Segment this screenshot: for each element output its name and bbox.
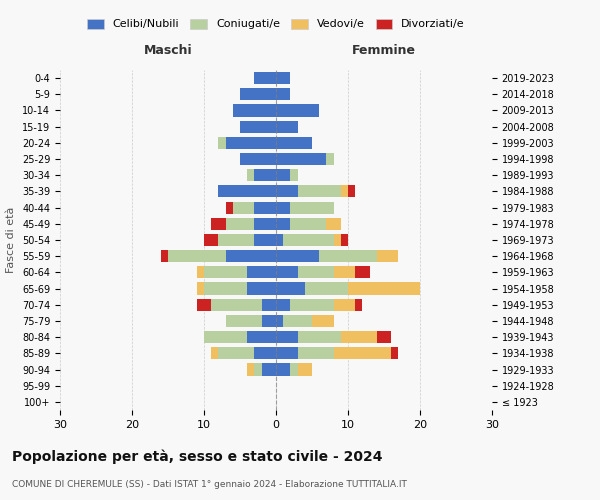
Bar: [298, 266, 334, 278]
Bar: [204, 282, 247, 294]
Bar: [204, 266, 247, 278]
Bar: [262, 298, 276, 311]
Text: Femmine: Femmine: [352, 44, 416, 57]
Bar: [197, 298, 211, 311]
Bar: [218, 137, 226, 149]
Bar: [276, 218, 290, 230]
Bar: [391, 348, 398, 360]
Bar: [197, 282, 204, 294]
Bar: [298, 331, 341, 343]
Bar: [226, 218, 254, 230]
Bar: [348, 282, 420, 294]
Bar: [204, 234, 218, 246]
Bar: [226, 137, 276, 149]
Bar: [305, 282, 348, 294]
Bar: [298, 186, 341, 198]
Bar: [233, 202, 254, 213]
Bar: [298, 348, 334, 360]
Bar: [290, 298, 334, 311]
Bar: [276, 282, 305, 294]
Text: Maschi: Maschi: [143, 44, 193, 57]
Bar: [254, 202, 276, 213]
Bar: [233, 104, 276, 117]
Bar: [276, 250, 319, 262]
Bar: [218, 348, 254, 360]
Bar: [290, 218, 326, 230]
Bar: [161, 250, 168, 262]
Bar: [218, 186, 276, 198]
Bar: [247, 282, 276, 294]
Bar: [276, 186, 298, 198]
Bar: [262, 315, 276, 327]
Bar: [312, 315, 334, 327]
Bar: [276, 364, 290, 376]
Bar: [168, 250, 226, 262]
Bar: [290, 364, 298, 376]
Bar: [254, 72, 276, 84]
Bar: [211, 348, 218, 360]
Bar: [341, 186, 348, 198]
Bar: [334, 234, 341, 246]
Bar: [254, 218, 276, 230]
Legend: Celibi/Nubili, Coniugati/e, Vedovi/e, Divorziati/e: Celibi/Nubili, Coniugati/e, Vedovi/e, Di…: [83, 14, 469, 34]
Bar: [276, 234, 283, 246]
Bar: [276, 266, 298, 278]
Bar: [341, 234, 348, 246]
Bar: [341, 331, 377, 343]
Bar: [240, 153, 276, 165]
Bar: [240, 88, 276, 101]
Bar: [276, 348, 298, 360]
Bar: [283, 234, 334, 246]
Bar: [276, 104, 319, 117]
Bar: [355, 266, 370, 278]
Text: COMUNE DI CHEREMULE (SS) - Dati ISTAT 1° gennaio 2024 - Elaborazione TUTTITALIA.: COMUNE DI CHEREMULE (SS) - Dati ISTAT 1°…: [12, 480, 407, 489]
Bar: [254, 169, 276, 181]
Bar: [247, 331, 276, 343]
Bar: [348, 186, 355, 198]
Bar: [247, 364, 254, 376]
Bar: [211, 218, 226, 230]
Bar: [218, 234, 254, 246]
Bar: [377, 250, 398, 262]
Bar: [276, 202, 290, 213]
Bar: [197, 266, 204, 278]
Bar: [226, 315, 262, 327]
Bar: [276, 315, 283, 327]
Bar: [298, 364, 312, 376]
Bar: [254, 234, 276, 246]
Bar: [326, 218, 341, 230]
Bar: [334, 348, 391, 360]
Bar: [254, 364, 262, 376]
Bar: [211, 298, 262, 311]
Bar: [276, 331, 298, 343]
Bar: [334, 266, 355, 278]
Bar: [377, 331, 391, 343]
Bar: [276, 169, 290, 181]
Bar: [326, 153, 334, 165]
Bar: [204, 331, 247, 343]
Bar: [276, 88, 290, 101]
Bar: [262, 364, 276, 376]
Bar: [240, 120, 276, 132]
Bar: [319, 250, 377, 262]
Bar: [254, 348, 276, 360]
Bar: [355, 298, 362, 311]
Bar: [276, 120, 298, 132]
Y-axis label: Fasce di età: Fasce di età: [7, 207, 16, 273]
Bar: [226, 202, 233, 213]
Bar: [283, 315, 312, 327]
Bar: [247, 169, 254, 181]
Bar: [276, 298, 290, 311]
Bar: [226, 250, 276, 262]
Bar: [290, 169, 298, 181]
Bar: [276, 153, 326, 165]
Text: Popolazione per età, sesso e stato civile - 2024: Popolazione per età, sesso e stato civil…: [12, 450, 383, 464]
Bar: [276, 72, 290, 84]
Bar: [247, 266, 276, 278]
Bar: [276, 137, 312, 149]
Bar: [334, 298, 355, 311]
Bar: [290, 202, 334, 213]
